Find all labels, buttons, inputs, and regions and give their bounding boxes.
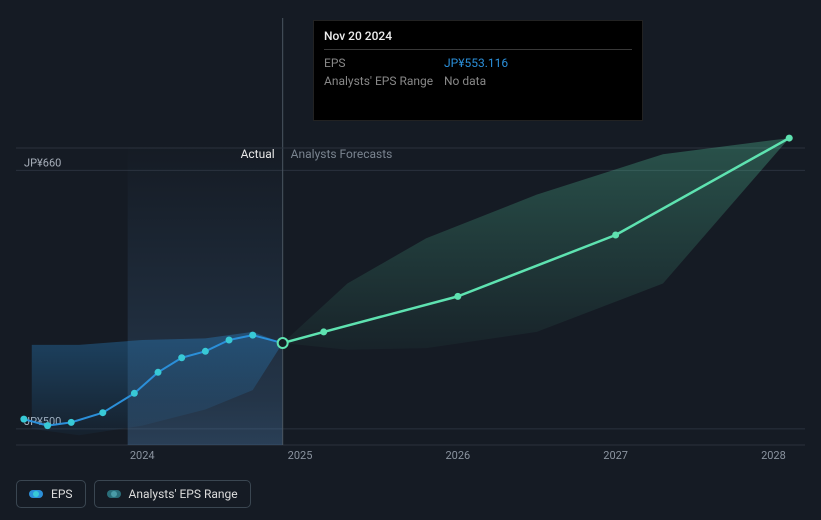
svg-text:2024: 2024 xyxy=(130,449,155,462)
legend-swatch-icon xyxy=(107,490,121,498)
svg-text:Analysts Forecasts: Analysts Forecasts xyxy=(291,147,393,161)
legend-item-label: Analysts' EPS Range xyxy=(129,487,238,501)
svg-text:Actual: Actual xyxy=(241,147,275,161)
tooltip-row-label: Analysts' EPS Range xyxy=(324,74,444,88)
svg-text:2027: 2027 xyxy=(603,449,628,462)
svg-text:2028: 2028 xyxy=(761,449,786,462)
tooltip-date: Nov 20 2024 xyxy=(324,29,632,50)
legend-item-label: EPS xyxy=(51,487,73,501)
svg-text:2026: 2026 xyxy=(445,449,470,462)
chart-tooltip: Nov 20 2024 EPS JP¥553.116 Analysts' EPS… xyxy=(313,20,643,121)
svg-text:2025: 2025 xyxy=(288,449,313,462)
tooltip-row-value: No data xyxy=(444,74,486,88)
legend-swatch-icon xyxy=(29,490,43,498)
tooltip-row-value: JP¥553.116 xyxy=(444,56,508,70)
tooltip-row-label: EPS xyxy=(324,56,444,70)
legend: EPS Analysts' EPS Range xyxy=(16,480,251,508)
legend-item-eps[interactable]: EPS xyxy=(16,480,86,508)
legend-item-range[interactable]: Analysts' EPS Range xyxy=(94,480,251,508)
svg-text:JP¥660: JP¥660 xyxy=(24,156,61,169)
